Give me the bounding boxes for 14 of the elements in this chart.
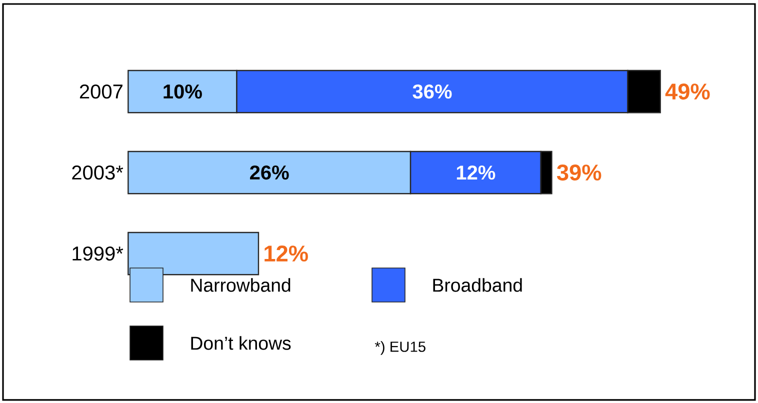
y-tick-label: 2007 [80, 84, 122, 99]
total-label: 39% [556, 164, 602, 181]
text: *) EU15 [374, 341, 426, 355]
y-tick-label: 2003* [72, 165, 124, 180]
data-label: 36% [412, 84, 452, 99]
legend-label: Broadband [433, 278, 522, 292]
data-label: 10% [164, 84, 202, 99]
total-label: 49% [665, 84, 710, 100]
data-label: 26% [250, 165, 289, 180]
y-tick-label: 1999* [72, 246, 124, 261]
legend-label: Narrowband [191, 278, 290, 292]
total-label: 12% [264, 246, 308, 262]
legend-label: Don’t knows [191, 336, 291, 350]
data-label: 12% [456, 165, 496, 180]
